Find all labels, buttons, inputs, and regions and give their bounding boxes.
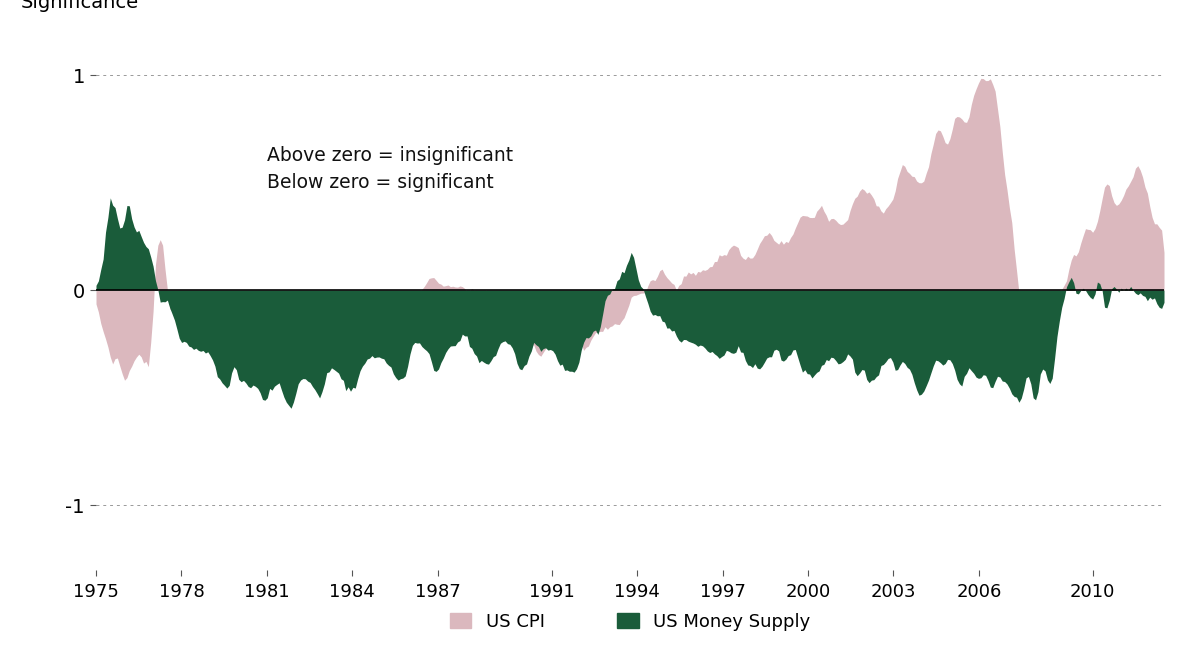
Legend: US CPI, US Money Supply: US CPI, US Money Supply [443,606,817,638]
Text: Above zero = insignificant
Below zero = significant: Above zero = insignificant Below zero = … [266,147,514,192]
Text: Significance: Significance [22,0,139,12]
